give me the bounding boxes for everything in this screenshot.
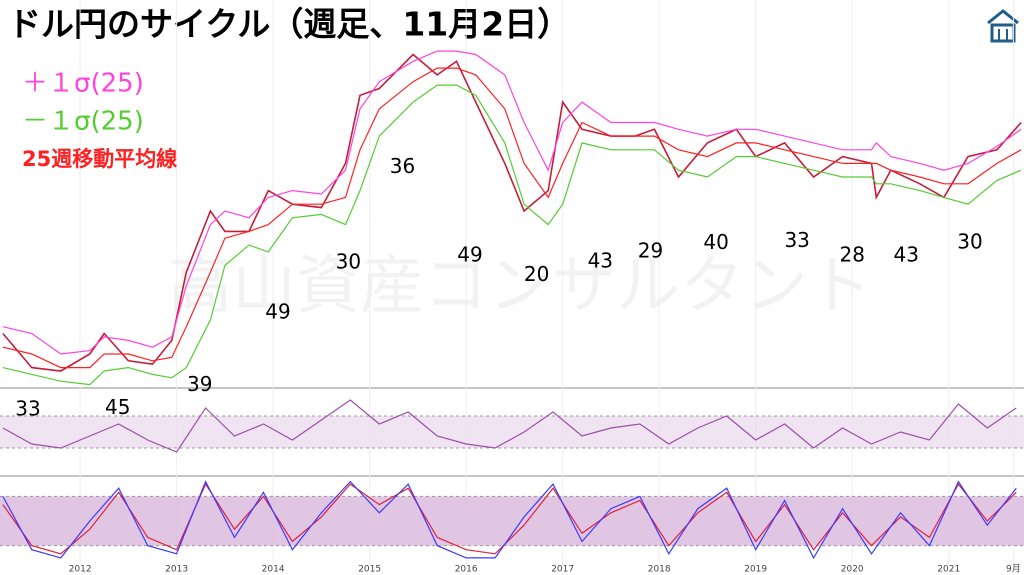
x-tick-label: 2013 [165, 565, 188, 575]
band [0, 496, 1024, 546]
x-tick-label: 2016 [455, 565, 478, 575]
cycle-label: 20 [524, 262, 549, 286]
legend-label: ＋１σ(25) [22, 69, 144, 99]
x-tick-label: 2012 [69, 565, 92, 575]
x-tick-label: 2019 [744, 565, 767, 575]
cycle-label: 49 [457, 242, 482, 266]
cycle-label: 39 [187, 372, 212, 396]
x-tick-label: 2018 [648, 565, 671, 575]
cycle-label: 36 [390, 154, 415, 178]
cycle-label: 29 [638, 238, 663, 262]
series-line [2, 482, 1017, 555]
cycle-label: 49 [265, 300, 290, 324]
band [0, 416, 1024, 448]
cycle-label: 30 [336, 249, 361, 273]
watermark: 高山資産コンサルタント [168, 250, 872, 324]
series-line [2, 53, 1022, 372]
x-tick-label: 9月 [1006, 564, 1021, 575]
x-tick-label: 2015 [358, 565, 381, 575]
series-line [2, 50, 1022, 355]
series-line [2, 84, 1022, 386]
cycle-label: 30 [957, 230, 982, 254]
cycle-label: 45 [105, 395, 130, 419]
legend-label: －１σ(25) [22, 107, 144, 137]
cycle-label: 33 [784, 228, 809, 252]
cycle-label: 43 [894, 242, 919, 266]
cycle-label: 40 [703, 230, 728, 254]
cycle-label: 43 [588, 249, 613, 273]
x-tick-label: 2020 [841, 565, 864, 575]
series-line [2, 480, 1017, 560]
x-tick-label: 2021 [937, 565, 960, 575]
cycle-label: 28 [839, 242, 864, 266]
x-tick-label: 2017 [551, 565, 574, 575]
series-line [2, 67, 1022, 369]
x-tick-label: 2014 [262, 565, 285, 575]
chart-title: ドル円のサイクル（週足、11月2日） [8, 5, 570, 44]
series-line [2, 399, 1017, 453]
legend-label: 25週移動平均線 [22, 147, 177, 171]
